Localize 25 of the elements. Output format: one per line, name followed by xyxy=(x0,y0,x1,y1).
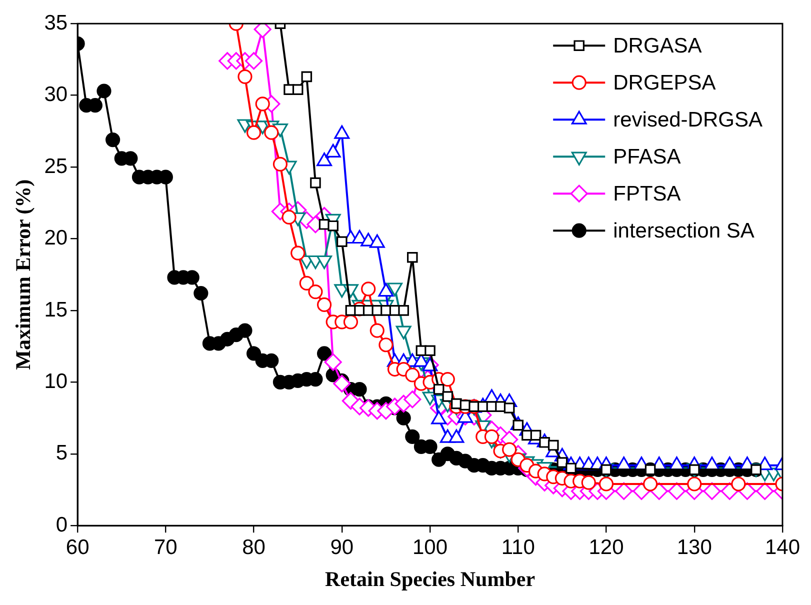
x-axis-title: Retain Species Number xyxy=(325,566,536,591)
y-tick-label: 10 xyxy=(44,370,68,393)
legend-label: PFASA xyxy=(613,145,681,168)
x-tick-label: 60 xyxy=(66,536,90,559)
legend-label: intersection SA xyxy=(613,219,754,242)
y-tick-label: 20 xyxy=(44,226,68,250)
y-tick-label: 30 xyxy=(44,83,68,106)
y-tick-label: 5 xyxy=(56,442,68,465)
x-tick-label: 70 xyxy=(154,536,178,559)
x-tick-label: 130 xyxy=(676,536,712,559)
y-tick-label: 15 xyxy=(44,298,68,322)
x-tick-label: 120 xyxy=(588,536,624,559)
y-tick-label: 0 xyxy=(56,513,68,536)
x-tick-label: 110 xyxy=(501,536,535,559)
legend-label: DRGEPSA xyxy=(613,71,716,94)
y-tick-label: 25 xyxy=(44,154,68,178)
x-tick-label: 100 xyxy=(412,536,448,559)
legend-label: FPTSA xyxy=(613,182,681,206)
x-tick-label: 90 xyxy=(330,536,354,559)
legend-label: revised-DRGSA xyxy=(613,108,762,132)
x-tick-label: 80 xyxy=(242,536,266,559)
y-axis-title: Maximum Error (%) xyxy=(11,179,36,370)
legend-label: DRGASA xyxy=(613,34,702,58)
y-tick-label: 35 xyxy=(44,11,68,34)
x-tick-label: 140 xyxy=(764,536,800,559)
